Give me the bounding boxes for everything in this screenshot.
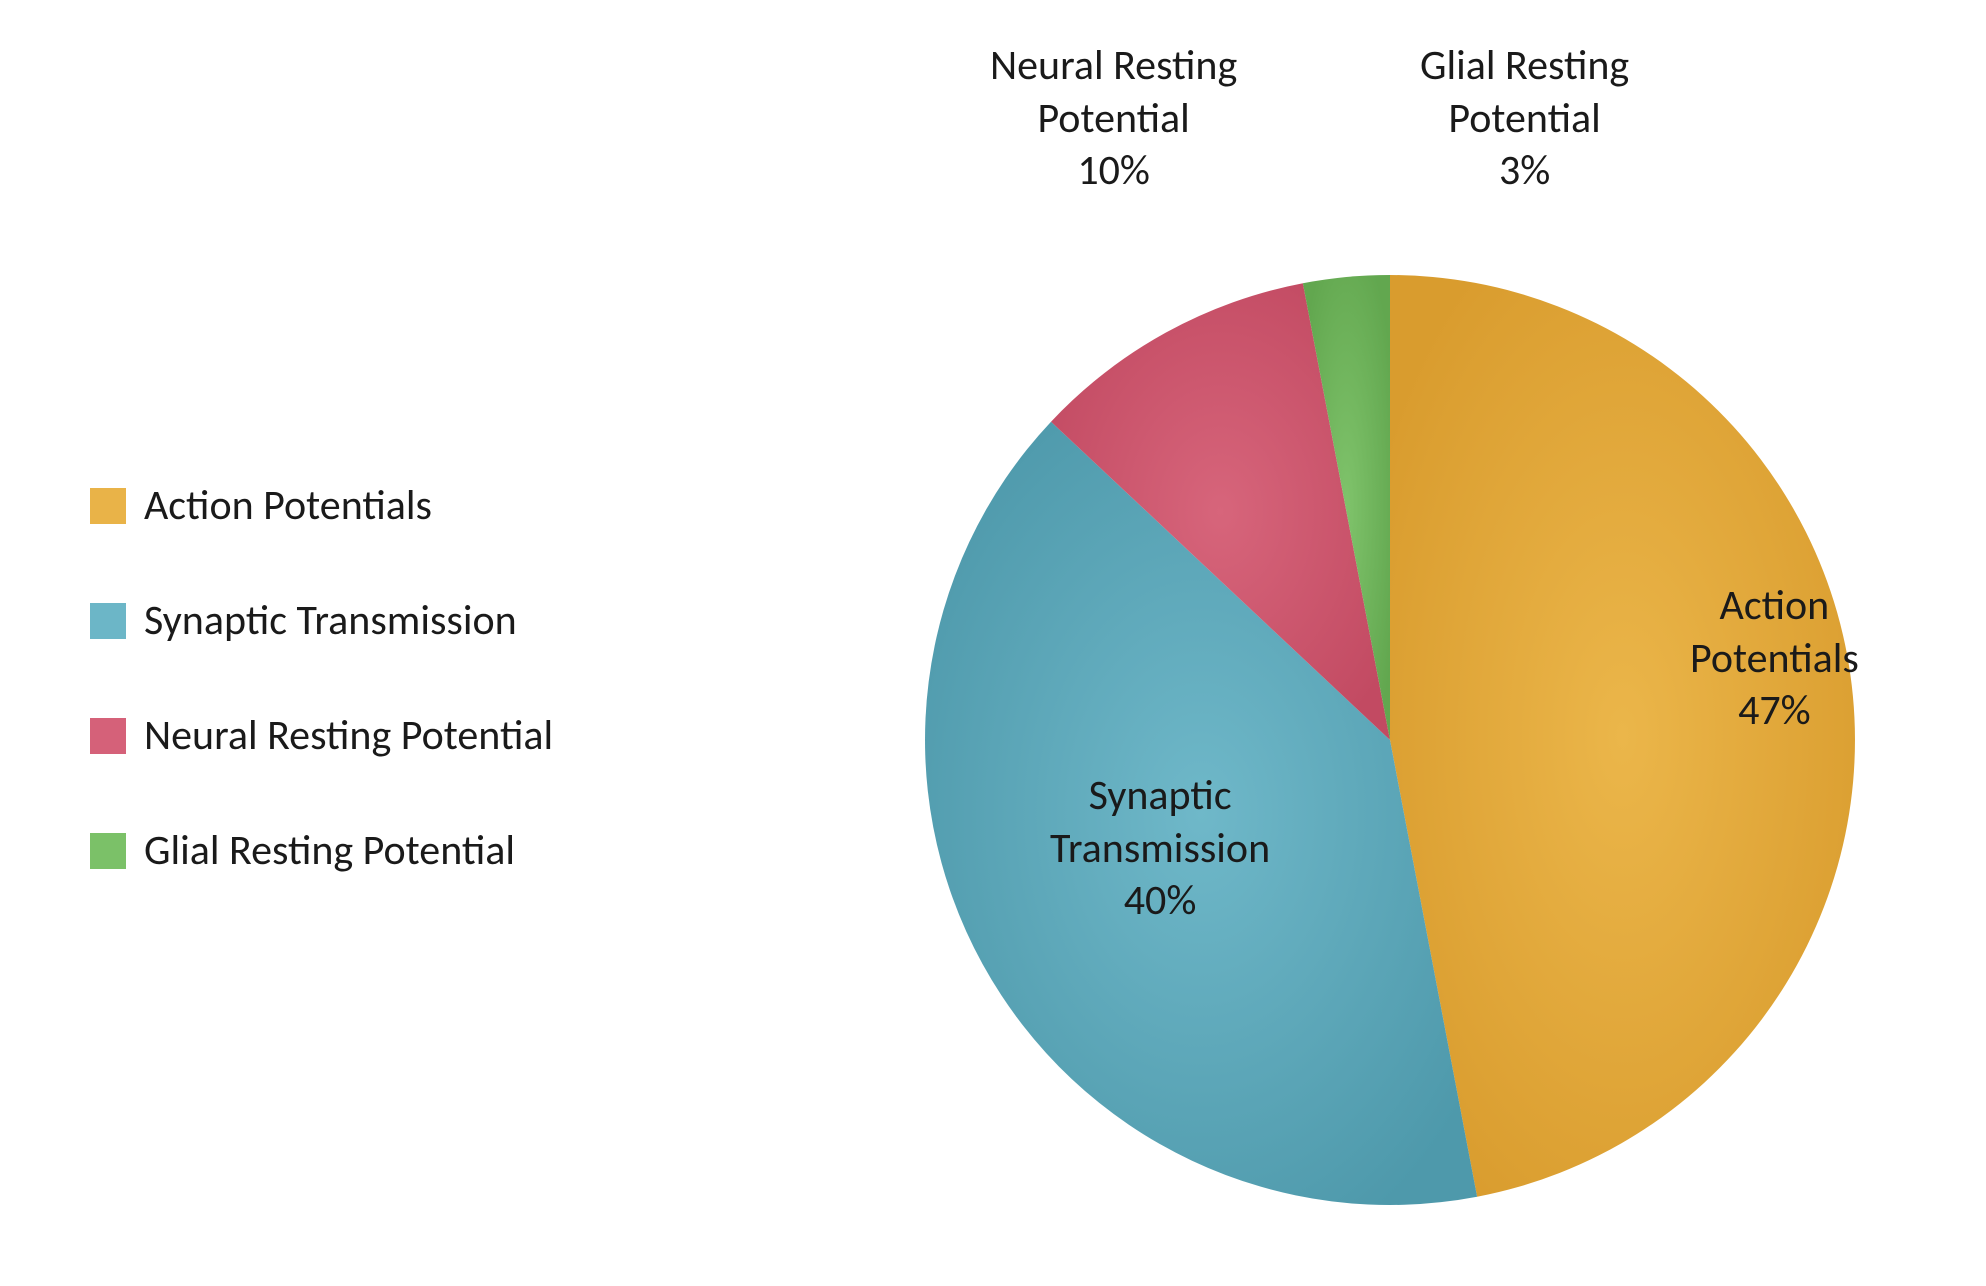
legend-swatch (90, 488, 126, 524)
pie-chart: Action Potentials 47% Synaptic Transmiss… (860, 120, 1920, 1220)
legend-swatch (90, 603, 126, 639)
slice-label-line: Synaptic (1089, 770, 1232, 821)
legend-label: Neural Resting Potential (144, 710, 553, 761)
slice-label-line: Potential (1037, 93, 1189, 144)
slice-percent: 3% (1420, 145, 1629, 198)
slice-label-synaptic-transmission: Synaptic Transmission 40% (1050, 770, 1270, 928)
legend-item-synaptic-transmission: Synaptic Transmission (90, 595, 553, 646)
legend-label: Action Potentials (144, 480, 432, 531)
slice-label-line: Action (1720, 580, 1830, 631)
slice-label-neural-resting-potential: Neural Resting Potential 10% (990, 40, 1237, 198)
slice-label-line: Transmission (1050, 823, 1270, 874)
legend-item-neural-resting-potential: Neural Resting Potential (90, 710, 553, 761)
legend-item-action-potentials: Action Potentials (90, 480, 553, 531)
legend-label: Synaptic Transmission (144, 595, 517, 646)
legend-label: Glial Resting Potential (144, 825, 515, 876)
legend-swatch (90, 833, 126, 869)
slice-label-line: Neural Resting (990, 40, 1237, 91)
slice-percent: 40% (1050, 875, 1270, 928)
slice-percent: 47% (1690, 685, 1859, 738)
slice-label-line: Potentials (1690, 633, 1859, 684)
slice-label-line: Glial Resting (1420, 40, 1629, 91)
legend: Action Potentials Synaptic Transmission … (90, 480, 553, 876)
legend-swatch (90, 718, 126, 754)
slice-label-action-potentials: Action Potentials 47% (1690, 580, 1859, 738)
chart-container: Action Potentials Synaptic Transmission … (0, 0, 1986, 1286)
legend-item-glial-resting-potential: Glial Resting Potential (90, 825, 553, 876)
slice-label-line: Potential (1448, 93, 1600, 144)
slice-percent: 10% (990, 145, 1237, 198)
slice-label-glial-resting-potential: Glial Resting Potential 3% (1420, 40, 1629, 198)
